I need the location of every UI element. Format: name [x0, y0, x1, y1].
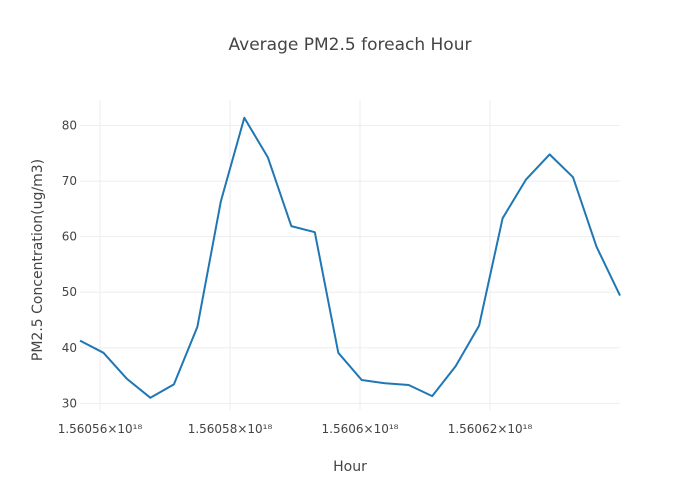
x-tick-label: 1.56056×10¹⁸	[58, 422, 143, 436]
y-tick-label: 80	[62, 119, 77, 133]
y-axis-title: PM2.5 Concentration(ug/m3)	[30, 159, 46, 361]
x-tick-label: 1.5606×10¹⁸	[322, 422, 399, 436]
y-tick-label: 70	[62, 174, 77, 188]
chart-title: Average PM2.5 foreach Hour	[229, 35, 472, 55]
y-tick-label: 50	[62, 285, 77, 299]
series-line	[80, 118, 620, 398]
y-tick-label: 40	[62, 341, 77, 355]
x-tick-label: 1.56062×10¹⁸	[448, 422, 533, 436]
x-tick-label: 1.56058×10¹⁸	[188, 422, 273, 436]
y-tick-label: 30	[62, 396, 77, 410]
x-axis-title: Hour	[333, 459, 367, 475]
y-axis-ticks: 30 40 50 60 70 80	[62, 119, 77, 411]
gridlines	[80, 100, 620, 410]
y-tick-label: 60	[62, 230, 77, 244]
series-group	[80, 118, 620, 398]
x-axis-ticks: 1.56056×10¹⁸ 1.56058×10¹⁸ 1.5606×10¹⁸ 1.560…	[58, 422, 533, 436]
